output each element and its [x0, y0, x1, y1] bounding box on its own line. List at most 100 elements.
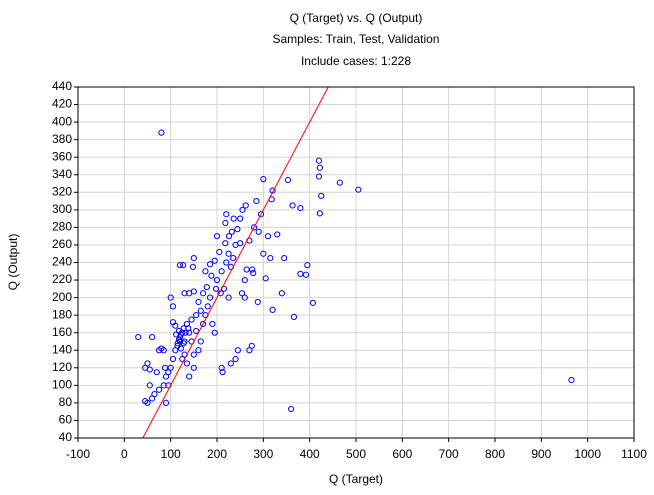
- data-point: [218, 268, 225, 275]
- data-point: [260, 176, 267, 183]
- x-tick-label: 400: [300, 447, 320, 461]
- data-point: [316, 164, 323, 171]
- x-tick-label: 1100: [621, 447, 647, 461]
- data-point: [202, 268, 209, 275]
- data-point: [183, 320, 190, 328]
- data-point: [304, 262, 311, 269]
- data-point: [213, 276, 221, 284]
- data-point: [262, 275, 269, 282]
- data-point: [225, 294, 232, 301]
- x-tick-label: -100: [66, 447, 90, 461]
- y-tick-label: 200: [52, 290, 72, 304]
- y-tick-label: 360: [52, 149, 72, 163]
- data-point: [200, 320, 207, 328]
- data-point: [568, 376, 575, 384]
- data-point: [180, 340, 187, 347]
- data-point: [257, 211, 265, 218]
- tick-labels: -100 0 100 200 300 400 500 600 700 800 900 1000 1100…: [52, 79, 647, 461]
- data-point: [290, 313, 298, 321]
- y-tick-label: 340: [52, 167, 72, 181]
- data-point: [175, 336, 183, 343]
- y-tick-label: 220: [52, 272, 72, 286]
- y-tick-label: 300: [52, 202, 72, 216]
- x-tick-label: 0: [121, 447, 128, 461]
- data-point: [211, 329, 218, 336]
- data-point: [211, 257, 218, 264]
- x-tick-label: 300: [253, 447, 273, 461]
- y-tick-label: 60: [59, 413, 73, 427]
- data-point: [264, 233, 272, 240]
- data-point: [186, 290, 193, 297]
- x-axis-label: Q (Target): [329, 472, 383, 486]
- y-tick-label: 240: [52, 255, 72, 269]
- data-point: [186, 373, 193, 380]
- data-point: [142, 364, 149, 371]
- data-point: [230, 255, 237, 262]
- data-point: [297, 270, 304, 278]
- data-point: [173, 331, 180, 338]
- data-point: [315, 157, 323, 164]
- annotation: Include cases: 1:228: [301, 54, 411, 68]
- y-tick-label: 380: [52, 132, 72, 146]
- data-point: [195, 298, 202, 306]
- data-point: [169, 303, 177, 310]
- data-point: [155, 386, 163, 393]
- fit-line: [142, 87, 329, 438]
- data-point: [222, 240, 229, 247]
- data-point: [208, 272, 215, 279]
- data-point: [189, 263, 197, 270]
- data-point: [197, 307, 204, 314]
- data-point: [213, 233, 221, 240]
- data-point: [223, 259, 230, 266]
- y-tick-label: 100: [52, 378, 72, 392]
- data-point: [309, 299, 317, 306]
- data-point: [190, 351, 197, 358]
- data-point: [146, 382, 153, 389]
- y-tick-label: 280: [52, 220, 72, 234]
- data-point: [250, 224, 258, 231]
- data-point: [167, 294, 174, 301]
- data-point: [278, 290, 285, 297]
- chart-subtitle: Samples: Train, Test, Validation: [273, 32, 440, 46]
- data-point: [162, 399, 170, 406]
- data-point: [160, 382, 167, 389]
- y-tick-label: 40: [59, 430, 73, 444]
- data-point: [186, 329, 193, 336]
- y-tick-label: 80: [59, 395, 73, 409]
- data-point: [222, 219, 229, 227]
- data-point: [206, 294, 214, 301]
- y-tick-label: 400: [52, 114, 72, 128]
- y-tick-label: 160: [52, 325, 72, 339]
- data-point: [153, 369, 160, 376]
- data-point: [254, 298, 261, 306]
- x-tick-label: 200: [207, 447, 227, 461]
- data-point: [200, 290, 207, 297]
- y-tick-label: 140: [52, 342, 72, 356]
- y-axis-label: Q (Output): [6, 234, 20, 291]
- data-point: [193, 327, 200, 335]
- data-point: [219, 369, 226, 376]
- data-point: [209, 320, 216, 328]
- data-point: [149, 333, 156, 341]
- x-tick-label: 600: [392, 447, 412, 461]
- data-point: [269, 306, 276, 313]
- y-tick-label: 320: [52, 184, 72, 198]
- data-point: [158, 129, 165, 136]
- data-point: [316, 210, 323, 217]
- data-point: [155, 347, 163, 354]
- data-point: [238, 290, 246, 297]
- data-point: [197, 338, 204, 345]
- data-point: [237, 240, 244, 247]
- data-point: [195, 347, 202, 354]
- data-point: [227, 360, 234, 367]
- data-point: [181, 290, 188, 297]
- plot-marks: [135, 87, 575, 438]
- data-point: [243, 266, 250, 273]
- x-tick-label: 1000: [574, 447, 601, 461]
- data-point: [237, 215, 244, 222]
- data-point: [223, 211, 230, 218]
- y-tick-label: 120: [52, 360, 72, 374]
- y-tick-label: 180: [52, 307, 72, 321]
- data-point: [169, 355, 177, 363]
